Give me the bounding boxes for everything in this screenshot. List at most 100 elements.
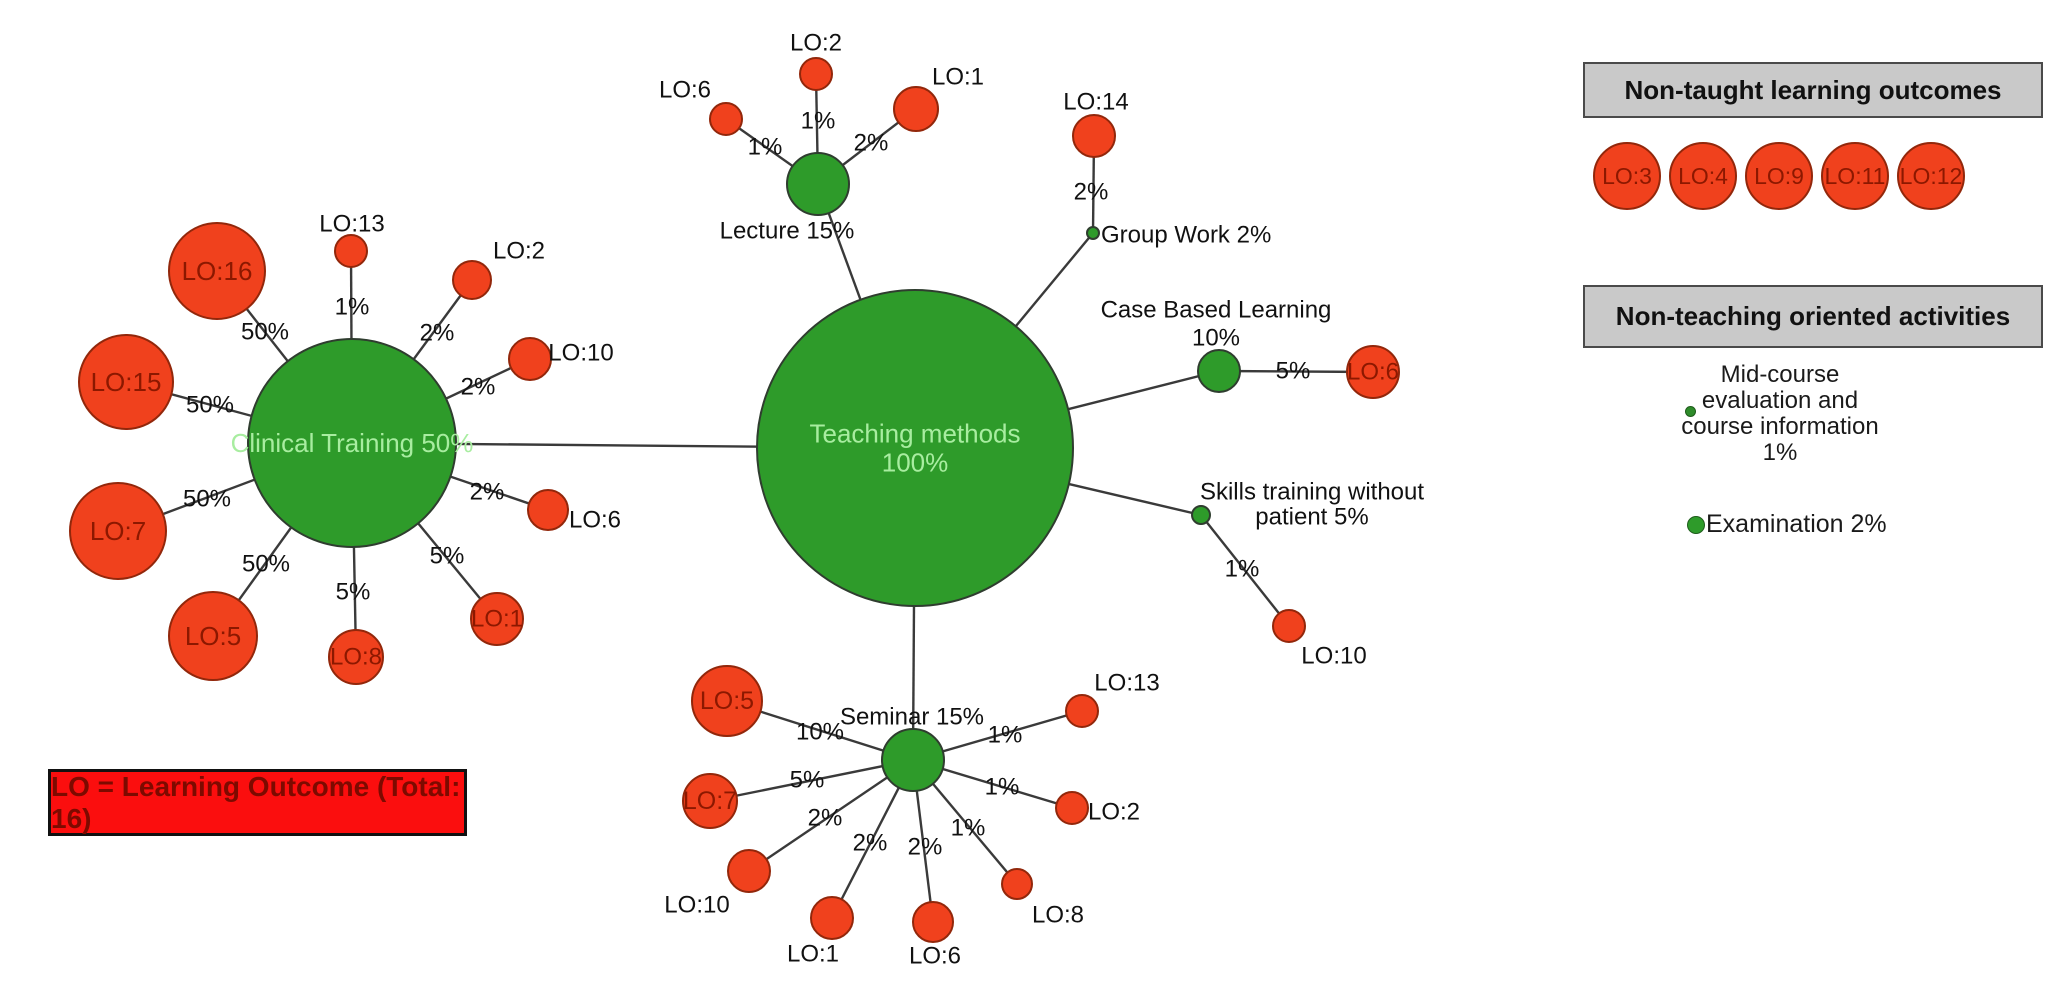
midcourse-dot-icon bbox=[1685, 406, 1696, 417]
node-label-c-lo8: LO:8 bbox=[330, 644, 382, 671]
edge-label-clinical-training-c-lo1: 5% bbox=[430, 543, 465, 570]
node-s-lo8 bbox=[1001, 868, 1033, 900]
node-seminar bbox=[881, 728, 945, 792]
node-case-based bbox=[1197, 349, 1241, 393]
node-s-lo10 bbox=[727, 849, 771, 893]
node-s-lo7 bbox=[682, 773, 738, 829]
examination-label: Examination 2% bbox=[1706, 510, 1887, 538]
node-label-c-lo15: LO:15 bbox=[91, 367, 162, 397]
label-case-based-title: 10% bbox=[1192, 325, 1240, 352]
edge-label-case-based-cb-lo6: 5% bbox=[1276, 358, 1311, 385]
node-l-lo6 bbox=[709, 102, 743, 136]
node-c-lo5 bbox=[168, 591, 258, 681]
edge-label-clinical-training-c-lo15: 50% bbox=[186, 392, 234, 419]
node-c-lo8 bbox=[328, 629, 384, 685]
node-label-teaching-methods: 100% bbox=[882, 448, 949, 478]
node-g-lo14 bbox=[1072, 114, 1116, 158]
node-label-c-lo16: LO:16 bbox=[182, 256, 253, 286]
label-group-work-title: Group Work 2% bbox=[1101, 222, 1271, 249]
label-seminar-lo10: LO:10 bbox=[664, 892, 729, 919]
edge-label-seminar-s-lo13: 1% bbox=[988, 722, 1023, 749]
non-teaching-activities-header: Non-teaching oriented activities bbox=[1583, 285, 2043, 348]
node-label-s-lo7: LO:7 bbox=[683, 787, 737, 815]
label-lecture-lo2: LO:2 bbox=[790, 30, 842, 57]
node-lecture bbox=[786, 152, 850, 216]
midcourse-line: Mid-course bbox=[1720, 361, 1840, 388]
edge-label-clinical-training-c-lo5: 50% bbox=[242, 551, 290, 578]
edge-label-lecture-l-lo6: 1% bbox=[748, 134, 783, 161]
edge-seminar-s-lo10 bbox=[748, 759, 914, 872]
label-lecture-lo6: LO:6 bbox=[659, 77, 711, 104]
node-l-lo1 bbox=[893, 86, 939, 132]
legend-circle-lo4: LO:4 bbox=[1669, 142, 1737, 210]
label-seminar-lo2: LO:2 bbox=[1088, 799, 1140, 826]
node-group-work bbox=[1086, 226, 1100, 240]
label-skills-title: Skills training without bbox=[1200, 479, 1424, 506]
legend-circle-lo12: LO:12 bbox=[1897, 142, 1965, 210]
label-case-based-title: Case Based Learning bbox=[1101, 297, 1332, 324]
edge-seminar-s-lo7 bbox=[709, 758, 914, 803]
midcourse-line: evaluation and bbox=[1701, 387, 1859, 414]
label-skills-title: patient 5% bbox=[1255, 504, 1368, 531]
label-clinical-lo2: LO:2 bbox=[493, 238, 545, 265]
label-lecture-lo1: LO:1 bbox=[932, 64, 984, 91]
edge-label-skills-training-sk-lo10: 1% bbox=[1225, 556, 1260, 583]
label-skills-lo10: LO:10 bbox=[1301, 643, 1366, 670]
midcourse-line: course information bbox=[1681, 413, 1879, 440]
node-clinical-training bbox=[247, 338, 457, 548]
edge-label-seminar-s-lo5: 10% bbox=[796, 719, 844, 746]
node-c-lo10 bbox=[508, 337, 552, 381]
non-taught-outcomes-header: Non-taught learning outcomes bbox=[1583, 62, 2043, 118]
node-c-lo15 bbox=[78, 334, 174, 430]
node-c-lo6 bbox=[527, 489, 569, 531]
edge-label-clinical-training-c-lo7: 50% bbox=[183, 486, 231, 513]
node-s-lo6 bbox=[912, 901, 954, 943]
edge-label-seminar-s-lo1: 2% bbox=[853, 830, 888, 857]
node-c-lo2 bbox=[452, 260, 492, 300]
node-s-lo13 bbox=[1065, 694, 1099, 728]
label-seminar-lo8: LO:8 bbox=[1032, 902, 1084, 929]
node-sk-lo10 bbox=[1272, 609, 1306, 643]
node-label-s-lo5: LO:5 bbox=[700, 687, 754, 715]
edge-label-clinical-training-c-lo6: 2% bbox=[470, 479, 505, 506]
label-clinical-lo6: LO:6 bbox=[569, 507, 621, 534]
edge-label-seminar-s-lo8: 1% bbox=[951, 815, 986, 842]
edge-label-clinical-training-c-lo10: 2% bbox=[461, 374, 496, 401]
legend-circle-lo3: LO:3 bbox=[1593, 142, 1661, 210]
edge-label-clinical-training-c-lo2: 2% bbox=[420, 320, 455, 347]
node-s-lo2 bbox=[1055, 791, 1089, 825]
edge-label-group-work-g-lo14: 2% bbox=[1074, 179, 1109, 206]
edge-label-clinical-training-c-lo16: 50% bbox=[241, 319, 289, 346]
label-clinical-lo13: LO:13 bbox=[319, 211, 384, 238]
edge-label-lecture-l-lo2: 1% bbox=[801, 108, 836, 135]
edge-label-clinical-training-c-lo8: 5% bbox=[336, 579, 371, 606]
node-label-c-lo5: LO:5 bbox=[185, 621, 241, 651]
examination-dot-icon bbox=[1687, 515, 1705, 534]
node-label-cb-lo6: LO:6 bbox=[1347, 359, 1399, 386]
node-c-lo7 bbox=[69, 482, 167, 580]
label-clinical-lo10: LO:10 bbox=[548, 340, 613, 367]
node-cb-lo6 bbox=[1346, 345, 1400, 399]
midcourse-line: 1% bbox=[1762, 439, 1798, 466]
edge-label-clinical-training-c-lo13: 1% bbox=[335, 294, 370, 321]
node-skills-training bbox=[1191, 505, 1211, 525]
legend-circle-lo9: LO:9 bbox=[1745, 142, 1813, 210]
node-label-c-lo7: LO:7 bbox=[90, 516, 146, 546]
label-seminar-lo1: LO:1 bbox=[787, 941, 839, 968]
node-l-lo2 bbox=[799, 57, 833, 91]
node-label-c-lo1: LO:1 bbox=[471, 606, 523, 633]
label-lo14: LO:14 bbox=[1063, 89, 1128, 116]
node-c-lo13 bbox=[334, 234, 368, 268]
node-s-lo1 bbox=[810, 896, 854, 940]
edge-skills-training-sk-lo10 bbox=[1200, 514, 1290, 627]
learning-outcome-callout: LO = Learning Outcome (Total: 16) bbox=[48, 769, 467, 836]
examination-item: Examination 2% bbox=[1687, 510, 1887, 539]
node-teaching-methods bbox=[756, 289, 1074, 607]
edge-label-seminar-s-lo6: 2% bbox=[908, 834, 943, 861]
legend-circle-lo11: LO:11 bbox=[1821, 142, 1889, 210]
midcourse-evaluation-label: Mid-course evaluation and course informati… bbox=[1660, 362, 1900, 466]
label-lecture-title: Lecture 15% bbox=[720, 218, 855, 245]
edge-label-seminar-s-lo7: 5% bbox=[790, 767, 825, 794]
node-c-lo1 bbox=[470, 592, 524, 646]
